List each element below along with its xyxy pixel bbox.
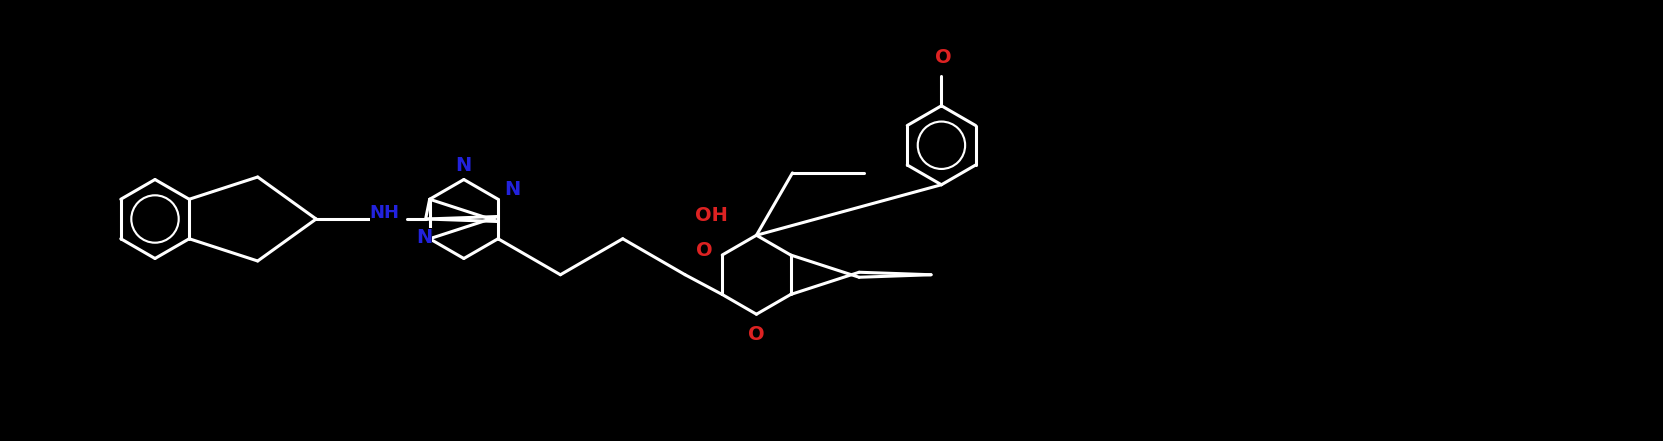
Text: OH: OH [695,206,728,225]
Text: N: N [504,180,521,199]
Text: N: N [416,228,432,247]
Text: O: O [935,48,951,67]
Text: O: O [695,240,712,259]
Text: N: N [456,156,472,175]
Text: NH: NH [369,204,399,222]
Text: O: O [748,325,765,344]
